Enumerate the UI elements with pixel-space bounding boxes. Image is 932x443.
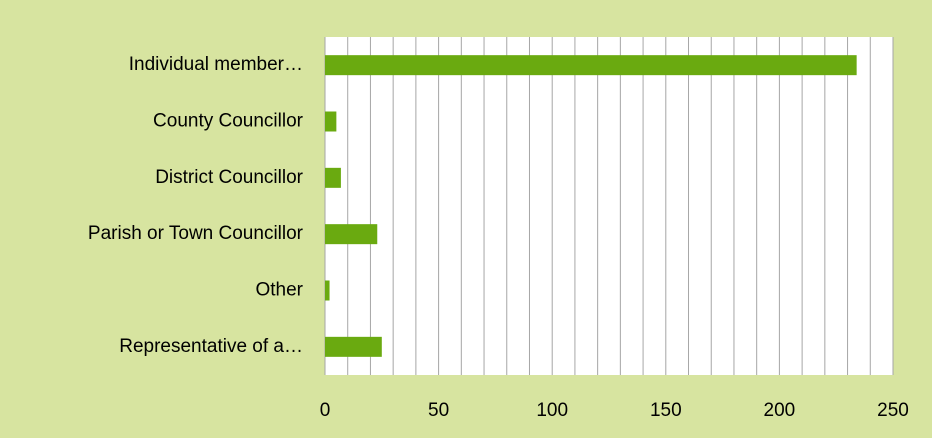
bar	[325, 55, 857, 76]
plot-area	[325, 37, 893, 375]
x-tick-label: 50	[428, 400, 449, 421]
x-tick-label: 150	[650, 400, 682, 421]
x-tick-label: 200	[764, 400, 796, 421]
x-tick-label: 100	[536, 400, 568, 421]
y-tick-label: Parish or Town Councillor	[88, 223, 304, 244]
bar	[325, 111, 337, 132]
x-tick-label: 250	[877, 400, 909, 421]
y-tick-label: Other	[255, 280, 303, 301]
bar	[325, 336, 382, 357]
y-tick-label: County Councillor	[153, 111, 304, 132]
x-tick-label: 0	[320, 400, 331, 421]
bar	[325, 280, 330, 301]
bar	[325, 167, 341, 188]
y-tick-label: District Councillor	[155, 167, 303, 188]
y-tick-label: Individual member…	[129, 54, 303, 75]
y-tick-label: Representative of a…	[119, 336, 303, 357]
bar	[325, 224, 378, 245]
